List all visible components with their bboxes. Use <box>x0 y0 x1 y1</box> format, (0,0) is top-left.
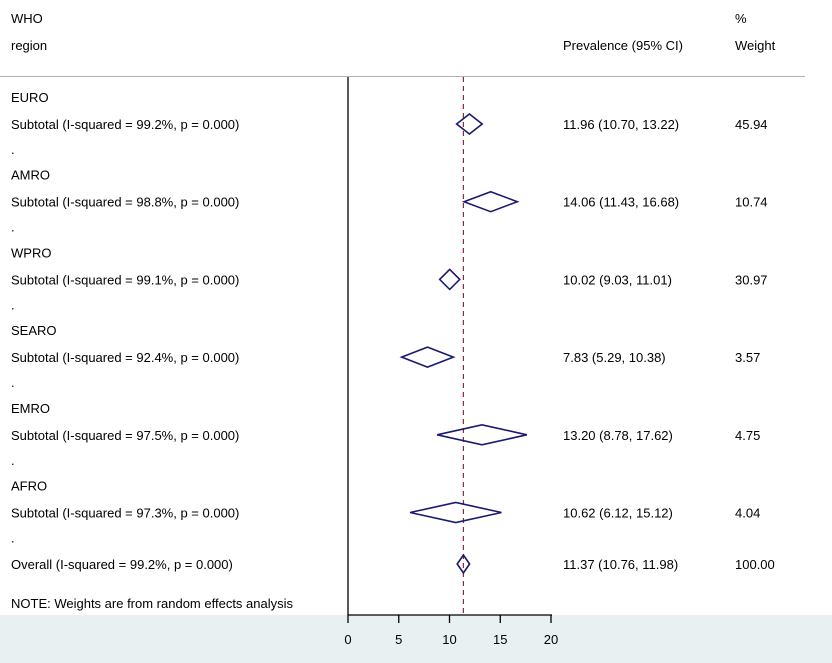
subtotal-ci: 14.06 (11.43, 16.68) <box>563 195 679 210</box>
subtotal-ci: 7.83 (5.29, 10.38) <box>563 350 666 365</box>
header-prevalence: Prevalence (95% CI) <box>563 38 683 53</box>
header-percent: % <box>735 11 747 26</box>
x-tick-label: 5 <box>395 632 402 647</box>
group-name: AFRO <box>11 479 47 494</box>
group-name: SEARO <box>11 323 57 338</box>
subtotal-weight: 3.57 <box>735 350 760 365</box>
spacer-dot: . <box>11 142 15 157</box>
x-tick-label: 0 <box>344 632 351 647</box>
subtotal-diamond <box>436 423 528 446</box>
subtotal-label: Subtotal (I-squared = 97.5%, p = 0.000) <box>11 428 239 443</box>
group-name: AMRO <box>11 168 50 183</box>
subtotal-label: Subtotal (I-squared = 99.1%, p = 0.000) <box>11 272 239 287</box>
subtotal-ci: 10.02 (9.03, 11.01) <box>563 272 672 287</box>
spacer-dot: . <box>11 297 15 312</box>
subtotal-diamond <box>409 501 502 524</box>
overall-diamond <box>456 553 471 575</box>
note: NOTE: Weights are from random effects an… <box>11 596 294 611</box>
overall-weight: 100.00 <box>735 557 775 572</box>
spacer-dot: . <box>11 453 15 468</box>
x-tick-label: 20 <box>544 632 558 647</box>
group-name: EMRO <box>11 401 50 416</box>
x-tick-label: 15 <box>493 632 507 647</box>
header-who: WHO <box>11 11 43 26</box>
subtotal-ci: 13.20 (8.78, 17.62) <box>563 428 673 443</box>
subtotal-label: Subtotal (I-squared = 92.4%, p = 0.000) <box>11 350 239 365</box>
overall-ci: 11.37 (10.76, 11.98) <box>563 557 678 572</box>
subtotal-label: Subtotal (I-squared = 97.3%, p = 0.000) <box>11 506 239 521</box>
subtotal-diamond <box>461 190 520 213</box>
subtotal-weight: 45.94 <box>735 117 768 132</box>
subtotal-diamond <box>455 112 484 136</box>
subtotal-diamond <box>399 346 456 368</box>
subtotal-weight: 10.74 <box>735 195 768 210</box>
group-name: EURO <box>11 90 49 105</box>
subtotal-label: Subtotal (I-squared = 99.2%, p = 0.000) <box>11 117 239 132</box>
spacer-dot: . <box>11 220 15 235</box>
subtotal-ci: 10.62 (6.12, 15.12) <box>563 506 673 521</box>
subtotal-label: Subtotal (I-squared = 98.8%, p = 0.000) <box>11 195 239 210</box>
x-tick-label: 10 <box>442 632 456 647</box>
subtotal-diamond <box>438 268 461 291</box>
overall-label: Overall (I-squared = 99.2%, p = 0.000) <box>11 557 233 572</box>
subtotal-weight: 30.97 <box>735 272 768 287</box>
header-region: region <box>11 38 47 53</box>
subtotal-weight: 4.75 <box>735 428 760 443</box>
header-weight: Weight <box>735 38 776 53</box>
spacer-dot: . <box>11 531 15 546</box>
subtotal-weight: 4.04 <box>735 506 760 521</box>
group-name: WPRO <box>11 245 51 260</box>
axis-band <box>0 615 832 663</box>
spacer-dot: . <box>11 375 15 390</box>
subtotal-ci: 11.96 (10.70, 13.22) <box>563 117 679 132</box>
